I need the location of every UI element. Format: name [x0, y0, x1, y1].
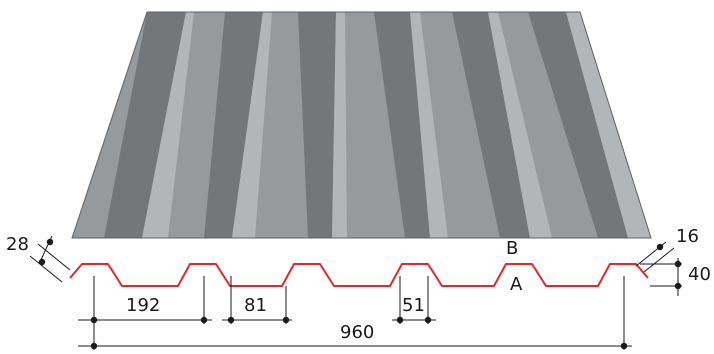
dimension-lines: [29, 235, 682, 350]
rib-face: [488, 12, 552, 238]
dim-label-40: 40: [688, 264, 711, 285]
dim-label-16: 16: [676, 226, 699, 247]
rib-face: [142, 12, 194, 238]
rib-face: [566, 12, 651, 238]
rib-face: [528, 12, 628, 238]
rib-face: [204, 12, 263, 238]
rib-face: [374, 12, 430, 238]
rib-face: [104, 12, 186, 238]
rib-face: [332, 12, 347, 238]
face-label-b: B: [506, 238, 518, 259]
rib-face: [452, 12, 530, 238]
dim-label-51: 51: [402, 295, 425, 316]
dim-label-81: 81: [244, 295, 267, 316]
sheet-illustration: [71, 11, 652, 239]
face-label-a: A: [510, 274, 523, 295]
profile-section-line: [69, 263, 649, 287]
dimension-points: [38, 238, 682, 350]
dim-label-960: 960: [340, 322, 374, 343]
rib-face: [298, 12, 336, 238]
dim-label-192: 192: [126, 295, 160, 316]
sheet-outline: [71, 11, 652, 239]
dim-label-28: 28: [6, 234, 29, 255]
rib-face: [232, 12, 272, 238]
rib-face: [410, 12, 448, 238]
